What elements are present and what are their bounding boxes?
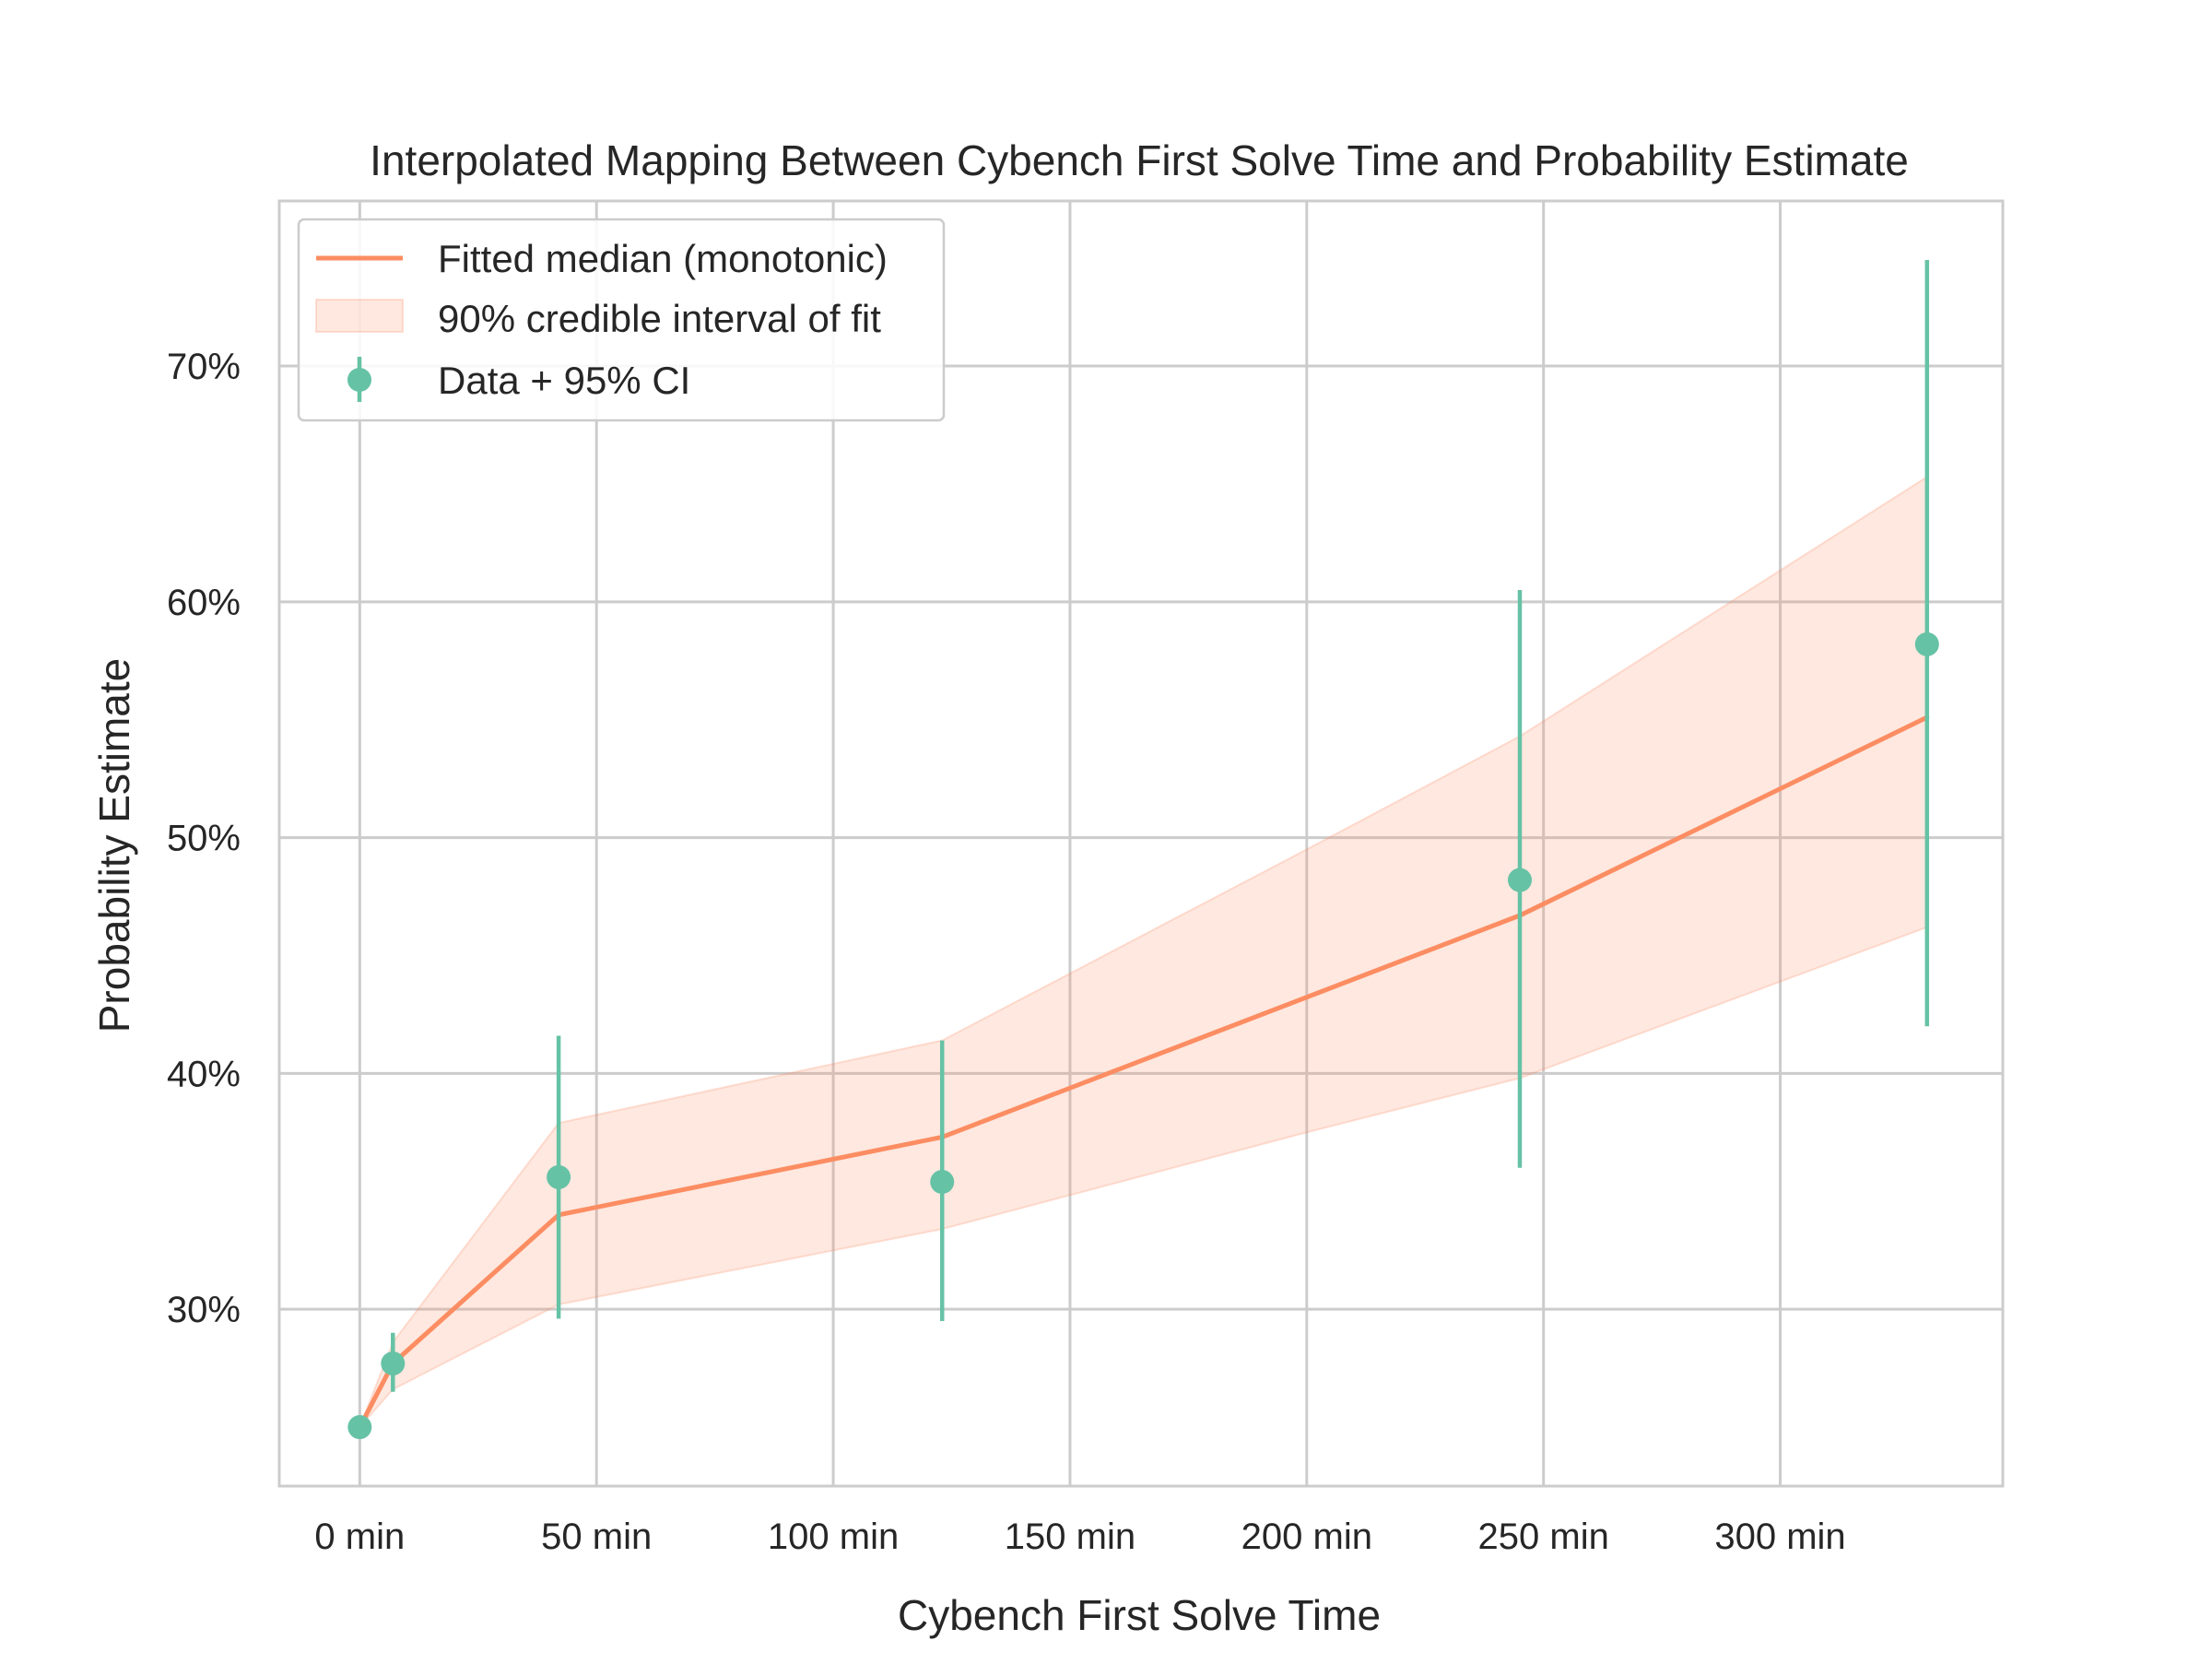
chart-title: Interpolated Mapping Between Cybench Fir… [370, 136, 1909, 184]
data-point [381, 1351, 406, 1375]
legend-label-median: Fitted median (monotonic) [438, 237, 888, 280]
y-tick-label: 50% [167, 819, 241, 859]
y-tick-label: 30% [167, 1290, 241, 1330]
legend-label-band: 90% credible interval of fit [438, 297, 881, 340]
data-point [1914, 631, 1939, 656]
x-axis-label: Cybench First Solve Time [898, 1591, 1381, 1639]
data-point [930, 1170, 955, 1195]
x-tick-label: 0 min [314, 1516, 405, 1557]
x-tick-label: 150 min [1005, 1516, 1135, 1557]
data-point [347, 1415, 372, 1440]
legend-label-data: Data + 95% CI [438, 359, 690, 402]
plot-frame [277, 199, 2005, 1488]
y-tick-label: 70% [167, 347, 241, 387]
y-tick-label: 40% [167, 1054, 241, 1094]
legend-marker-swatch [347, 368, 371, 392]
x-tick-label: 50 min [541, 1516, 652, 1557]
data-point [1507, 867, 1532, 892]
data-point [547, 1164, 571, 1189]
legend-box [297, 218, 946, 422]
x-tick-label: 100 min [768, 1516, 899, 1557]
data-points-layer [347, 259, 1939, 1440]
x-tick-label: 300 min [1714, 1516, 1845, 1557]
x-tick-label: 200 min [1241, 1516, 1372, 1557]
legend-band-swatch [315, 299, 404, 333]
legend: Fitted median (monotonic) 90% credible i… [297, 218, 946, 422]
y-tick-label: 60% [167, 583, 241, 623]
y-axis-label: Probability Estimate [90, 658, 138, 1033]
tick-labels: 0 min 50 min 100 min 150 min 200 min 250 min 3… [167, 347, 1846, 1557]
x-tick-label: 250 min [1478, 1516, 1609, 1557]
